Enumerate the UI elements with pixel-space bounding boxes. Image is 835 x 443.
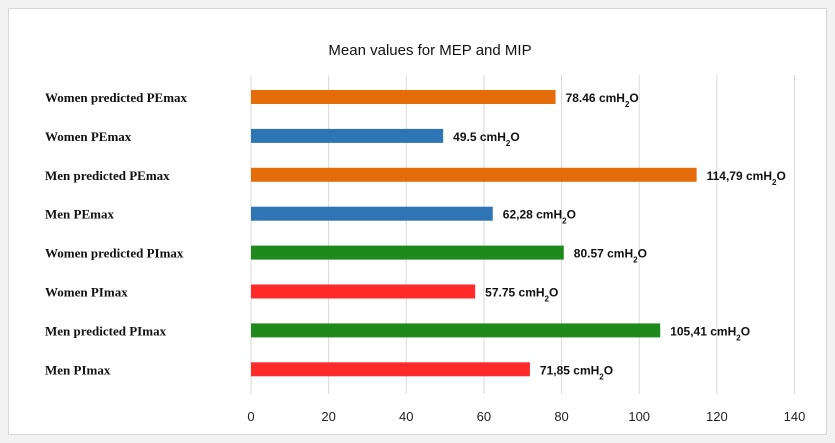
bar [251,90,556,104]
grid-lines [250,75,795,394]
data-label: 57.75 cmH2O [485,286,558,304]
chart-frame: Mean values for MEP and MIP Women predic… [8,8,827,435]
x-axis-ticks: 0 20 40 60 80 100 120 140 [247,409,805,424]
data-labels: 78.46 cmH2O 49.5 cmH2O 114,79 cmH2O 62,28 c… [453,91,786,381]
x-tick-label: 20 [321,409,335,424]
bar [251,362,530,377]
category-label: Women PEmax [45,129,132,144]
bar [251,167,697,182]
x-tick-label: 120 [706,409,728,424]
x-tick-label: 140 [784,409,806,424]
data-label: 114,79 cmH2O [707,169,786,187]
category-label: Women predicted PImax [45,246,184,261]
x-tick-label: 60 [477,409,491,424]
bar [251,284,476,299]
category-labels: Women predicted PEmax Women PEmax Men pred… [45,90,188,377]
category-label: Women predicted PEmax [45,90,188,105]
bar-chart: Mean values for MEP and MIP Women predic… [45,42,805,424]
x-tick-label: 40 [399,409,413,424]
bar [251,206,493,221]
category-label: Women PImax [45,285,128,300]
category-label: Men PImax [45,362,111,377]
chart-title: Mean values for MEP and MIP [328,42,531,59]
category-label: Men PEmax [45,207,114,222]
data-label: 105,41 cmH2O [670,324,750,342]
data-label: 71,85 cmH2O [540,363,613,381]
bar [251,323,661,338]
data-label: 80.57 cmH2O [574,247,647,265]
category-label: Men predicted PImax [45,323,167,338]
bars [251,90,697,377]
x-tick-label: 0 [247,409,254,424]
bar [251,128,444,143]
data-label: 78.46 cmH2O [566,91,639,109]
x-tick-label: 100 [628,409,650,424]
bar [251,245,564,260]
category-label: Men predicted PEmax [45,168,170,183]
data-label: 49.5 cmH2O [453,130,520,148]
data-label: 62,28 cmH2O [503,208,576,226]
x-tick-label: 80 [554,409,568,424]
